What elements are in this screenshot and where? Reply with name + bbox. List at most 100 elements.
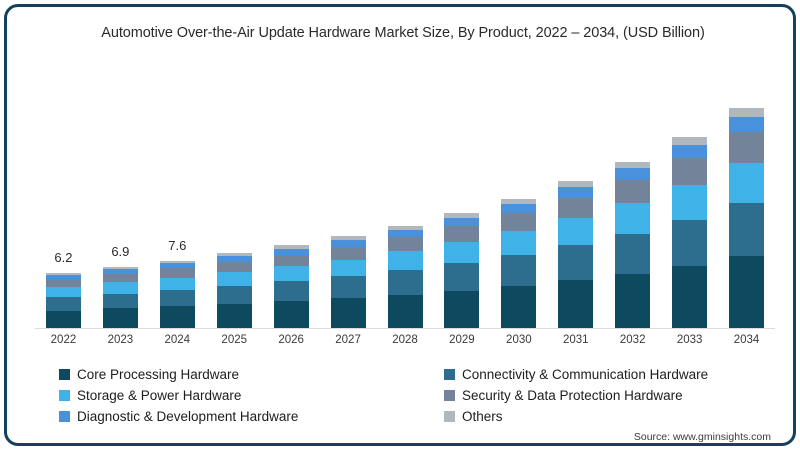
legend-swatch-icon	[444, 369, 455, 380]
legend-swatch-icon	[444, 411, 455, 422]
stacked-bar[interactable]	[729, 107, 765, 329]
bar-segment	[729, 255, 765, 329]
x-axis-tick-label: 2023	[107, 334, 134, 346]
legend-item-security-data-protection-hardware[interactable]: Security & Data Protection Hardware	[444, 388, 683, 403]
bar-segment	[273, 281, 309, 302]
bar-segment	[45, 279, 81, 288]
bar-segment	[444, 290, 480, 329]
bar-segment	[102, 266, 138, 270]
bar-segment	[444, 262, 480, 291]
bar-segment	[501, 231, 537, 255]
bar-segment	[501, 203, 537, 213]
bar-segment	[558, 244, 594, 281]
bar-segment	[102, 308, 138, 329]
stacked-bar[interactable]	[558, 181, 594, 329]
bar-segment	[330, 276, 366, 299]
bar-segment	[558, 197, 594, 219]
bar-segment	[558, 181, 594, 188]
bar-segment	[159, 306, 195, 329]
bar-group[interactable]	[159, 260, 195, 329]
bar-group[interactable]	[444, 212, 480, 329]
bar-segment	[330, 240, 366, 247]
bar-group[interactable]	[615, 161, 651, 329]
bar-segment	[330, 236, 366, 241]
bar-value-label: 7.6	[168, 237, 187, 253]
x-axis-tick-label: 2022	[50, 334, 77, 346]
bar-segment	[102, 269, 138, 274]
legend-label: Diagnostic & Development Hardware	[77, 409, 299, 424]
x-axis-tick-label: 2027	[335, 334, 361, 346]
stacked-bar[interactable]	[45, 273, 81, 329]
bar-segment	[672, 158, 708, 186]
legend-swatch-icon	[59, 411, 70, 422]
bar-segment	[216, 261, 252, 273]
bar-segment	[501, 212, 537, 232]
bar-segment	[444, 217, 480, 226]
bar-segment	[159, 260, 195, 264]
legend-label: Others	[462, 409, 503, 424]
bar-group[interactable]	[273, 245, 309, 329]
bar-segment	[45, 297, 81, 311]
bar-segment	[615, 203, 651, 234]
bar-segment	[615, 168, 651, 181]
x-axis-line	[35, 328, 775, 329]
legend-item-diagnostic-development-hardware[interactable]: Diagnostic & Development Hardware	[59, 409, 444, 424]
stacked-bar[interactable]	[216, 253, 252, 329]
bar-segment	[615, 161, 651, 169]
bar-group[interactable]	[102, 266, 138, 329]
bar-segment	[159, 263, 195, 269]
bar-segment	[729, 202, 765, 256]
bar-segment	[45, 275, 81, 280]
bar-segment	[102, 293, 138, 309]
stacked-bar[interactable]	[102, 266, 138, 329]
stacked-bar[interactable]	[615, 161, 651, 329]
bar-group[interactable]	[216, 253, 252, 329]
bar-segment	[558, 187, 594, 198]
x-axis-tick-label: 2031	[562, 334, 589, 346]
bar-segment	[216, 285, 252, 305]
bar-segment	[330, 298, 366, 329]
bar-segment	[501, 198, 537, 204]
bar-segment	[672, 137, 708, 146]
bar-segment	[672, 219, 708, 266]
legend-label: Connectivity & Communication Hardware	[462, 367, 709, 382]
bar-segment	[216, 272, 252, 286]
bar-segment	[216, 256, 252, 262]
bar-group[interactable]	[672, 137, 708, 329]
bar-segment	[387, 251, 423, 270]
bar-group[interactable]	[387, 225, 423, 329]
stacked-bar[interactable]	[273, 245, 309, 329]
bar-segment	[729, 116, 765, 133]
chart-legend: Core Processing Hardware Connectivity & …	[59, 364, 779, 427]
bar-group[interactable]	[45, 273, 81, 329]
bar-segment	[672, 145, 708, 159]
stacked-bar[interactable]	[672, 137, 708, 329]
legend-item-others[interactable]: Others	[444, 409, 503, 424]
bar-group[interactable]	[501, 198, 537, 329]
bar-segment	[387, 229, 423, 237]
x-axis-tick-label: 2026	[278, 334, 304, 346]
legend-item-storage-power-hardware[interactable]: Storage & Power Hardware	[59, 388, 444, 403]
bar-segment	[273, 254, 309, 267]
chart-card: Automotive Over-the-Air Update Hardware …	[4, 4, 796, 446]
bar-group[interactable]	[729, 107, 765, 329]
legend-row: Core Processing Hardware Connectivity & …	[59, 364, 779, 385]
legend-item-core-processing-hardware[interactable]: Core Processing Hardware	[59, 367, 444, 382]
stacked-bar[interactable]	[501, 198, 537, 329]
bar-group[interactable]	[330, 236, 366, 329]
bar-segment	[45, 273, 81, 276]
legend-item-connectivity-communication-hardware[interactable]: Connectivity & Communication Hardware	[444, 367, 708, 382]
stacked-bar[interactable]	[159, 260, 195, 329]
x-axis-tick-label: 2034	[733, 334, 760, 346]
bar-group[interactable]	[558, 181, 594, 329]
bar-segment	[159, 268, 195, 278]
stacked-bar[interactable]	[330, 236, 366, 329]
x-axis-tick-label: 2028	[392, 334, 418, 346]
stacked-bar[interactable]	[387, 225, 423, 329]
bar-segment	[387, 294, 423, 329]
bar-segment	[729, 132, 765, 163]
stacked-bar[interactable]	[444, 212, 480, 329]
bar-segment	[729, 107, 765, 117]
bar-value-label: 6.9	[111, 243, 130, 259]
bar-segment	[387, 236, 423, 252]
